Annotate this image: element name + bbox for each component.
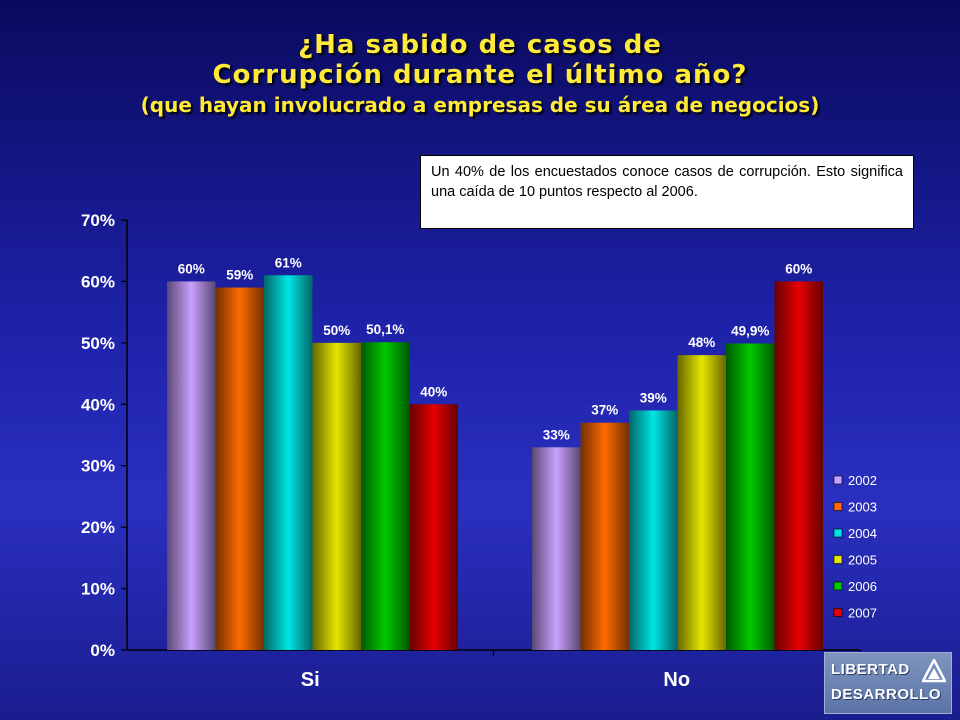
data-label: 50% <box>323 323 350 338</box>
title-line-1: ¿Ha sabido de casos de <box>298 30 662 60</box>
bar <box>774 281 823 650</box>
y-tick-label: 20% <box>81 518 115 537</box>
bar <box>312 342 361 650</box>
data-label: 33% <box>543 427 570 442</box>
legend-label: 2006 <box>848 579 877 594</box>
legend-swatch <box>833 502 843 511</box>
bar <box>629 410 678 650</box>
note-box: Un 40% de los encuestados conoce casos d… <box>420 155 914 229</box>
bar <box>677 355 726 650</box>
category-label: No <box>663 669 690 691</box>
title-block: ¿Ha sabido de casos de Corrupción durant… <box>0 30 960 118</box>
libertad-desarrollo-logo: LIBERTAD DESARROLLO <box>824 652 952 714</box>
bar <box>167 281 216 650</box>
legend-label: 2004 <box>848 526 877 541</box>
data-label: 60% <box>785 261 812 276</box>
bar <box>580 422 629 650</box>
logo-triangle-icon <box>922 659 946 683</box>
bar <box>215 287 264 650</box>
data-label: 40% <box>420 384 447 399</box>
title-line-2: Corrupción durante el último año? <box>212 60 748 90</box>
bar <box>264 275 313 650</box>
logo-text-line-2: DESARROLLO <box>831 686 941 703</box>
legend-label: 2002 <box>848 473 877 488</box>
data-label: 49,9% <box>731 323 769 338</box>
data-label: 50,1% <box>366 322 404 337</box>
category-label: Si <box>301 669 320 691</box>
legend-swatch <box>833 528 843 538</box>
data-label: 39% <box>640 390 667 405</box>
y-tick-label: 0% <box>90 641 115 660</box>
legend-swatch <box>833 608 843 617</box>
y-tick-label: 30% <box>81 457 115 476</box>
legend-swatch <box>833 475 843 485</box>
data-label: 48% <box>688 335 715 350</box>
data-label: 60% <box>178 261 205 276</box>
legend-label: 2003 <box>848 500 877 515</box>
y-tick-label: 50% <box>81 334 115 353</box>
title-line-3: (que hayan involucrado a empresas de su … <box>140 93 820 117</box>
bar <box>361 342 410 650</box>
logo-text-line-1: LIBERTAD <box>831 661 910 678</box>
data-label: 59% <box>226 268 253 283</box>
data-label: 37% <box>591 403 618 418</box>
data-label: 61% <box>275 255 302 270</box>
bar <box>409 404 458 650</box>
legend-label: 2007 <box>848 606 877 621</box>
bar <box>532 447 581 650</box>
y-tick-label: 10% <box>81 580 115 599</box>
bar <box>726 343 775 650</box>
legend-swatch <box>833 555 843 564</box>
y-tick-label: 60% <box>81 272 115 291</box>
y-tick-label: 40% <box>81 395 115 414</box>
legend-label: 2005 <box>848 553 877 568</box>
legend-swatch <box>833 581 843 591</box>
y-tick-label: 70% <box>81 211 115 230</box>
